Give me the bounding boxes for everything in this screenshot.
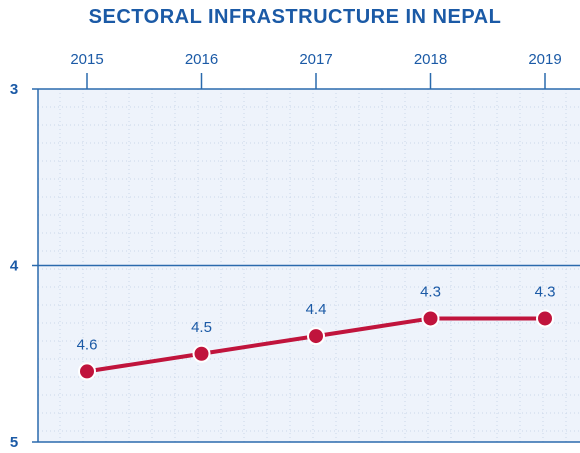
x-tick-label: 2015 <box>70 51 103 68</box>
chart-title: SECTORAL INFRASTRUCTURE IN NEPAL <box>88 6 502 28</box>
data-label: 4.4 <box>306 301 327 318</box>
y-tick-label: 5 <box>10 434 18 451</box>
data-point <box>192 344 211 363</box>
data-point <box>536 309 554 328</box>
x-tick-label: 2019 <box>528 51 561 68</box>
data-label: 4.3 <box>420 283 441 300</box>
x-tick-label: 2018 <box>414 51 447 68</box>
y-tick-label: 4 <box>10 258 19 275</box>
data-label: 4.6 <box>77 336 98 353</box>
data-point <box>421 309 440 328</box>
x-tick-label: 2017 <box>299 51 332 68</box>
data-label: 4.5 <box>191 319 212 336</box>
data-label: 4.3 <box>535 283 556 300</box>
data-point <box>307 327 325 346</box>
y-tick-label: 3 <box>10 81 18 98</box>
data-point <box>78 362 96 381</box>
x-tick-label: 2016 <box>185 51 218 68</box>
